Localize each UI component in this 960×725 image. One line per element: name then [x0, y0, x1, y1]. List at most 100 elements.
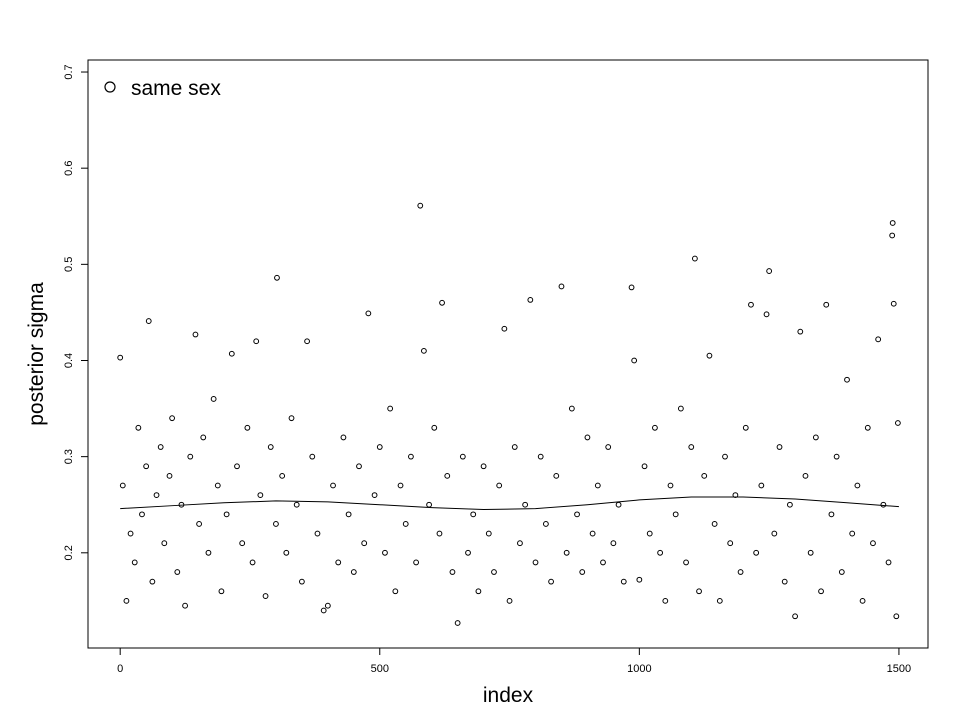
trend-line — [120, 496, 899, 511]
point — [135, 424, 142, 431]
point — [123, 597, 130, 604]
point — [273, 521, 279, 527]
point — [485, 530, 492, 537]
point — [553, 472, 560, 479]
point — [797, 328, 804, 335]
point — [641, 463, 648, 470]
point — [444, 472, 451, 479]
point — [889, 220, 896, 226]
point — [532, 559, 539, 566]
point — [470, 511, 477, 518]
point — [371, 492, 378, 499]
legend-marker — [104, 81, 116, 93]
plot-frame — [87, 59, 929, 649]
point — [279, 472, 286, 479]
point — [402, 521, 409, 527]
point — [589, 530, 596, 537]
point — [628, 284, 635, 291]
point — [465, 549, 471, 556]
point — [387, 405, 394, 412]
point — [182, 602, 188, 609]
point — [672, 511, 679, 518]
point — [397, 482, 404, 489]
y-axis-label: posterior sigma — [25, 282, 48, 426]
y-tick-label: 0.7 — [63, 64, 75, 79]
point — [210, 396, 217, 402]
point — [771, 530, 778, 537]
point — [239, 540, 246, 547]
point — [459, 453, 466, 460]
point — [758, 482, 765, 489]
point — [615, 501, 622, 508]
point — [753, 549, 760, 556]
point — [420, 347, 427, 354]
point — [174, 569, 181, 575]
point — [214, 482, 221, 489]
point — [849, 530, 856, 537]
point — [192, 331, 199, 338]
point — [893, 613, 900, 620]
y-tick-label: 0.4 — [63, 353, 75, 368]
point — [787, 501, 793, 508]
point — [781, 578, 788, 585]
point — [646, 530, 653, 537]
point — [244, 424, 251, 431]
point — [706, 352, 713, 359]
point — [737, 569, 744, 575]
point — [309, 453, 316, 460]
point — [223, 511, 230, 518]
point — [304, 338, 310, 345]
point — [149, 578, 156, 585]
point — [527, 297, 534, 303]
point — [356, 463, 362, 470]
point — [166, 472, 173, 479]
point — [361, 540, 368, 547]
point — [314, 530, 321, 537]
point — [558, 283, 565, 290]
point — [340, 434, 347, 441]
point — [584, 434, 591, 441]
point — [818, 588, 824, 595]
point — [501, 325, 508, 332]
point — [392, 588, 399, 595]
point — [854, 482, 861, 489]
x-tick-label: 1000 — [627, 663, 651, 675]
point — [274, 274, 280, 281]
point — [330, 482, 336, 489]
point — [605, 444, 612, 450]
point — [802, 472, 809, 479]
point — [833, 453, 840, 460]
point — [537, 453, 544, 460]
point — [119, 482, 126, 489]
point — [431, 424, 438, 431]
point — [234, 463, 240, 470]
point — [742, 424, 749, 431]
y-tick-label: 0.3 — [63, 449, 75, 464]
point — [288, 415, 295, 422]
point — [324, 602, 331, 609]
point — [365, 310, 372, 317]
point — [253, 338, 260, 345]
point — [511, 444, 518, 450]
point — [864, 424, 871, 431]
point — [579, 569, 586, 575]
point — [701, 472, 708, 479]
point — [298, 578, 305, 585]
point — [620, 578, 627, 585]
point — [828, 511, 835, 518]
point — [688, 444, 695, 450]
point — [522, 501, 529, 508]
point — [722, 453, 728, 460]
point — [350, 569, 357, 575]
point — [548, 578, 554, 585]
point — [480, 463, 487, 470]
point — [169, 415, 176, 422]
point — [636, 576, 643, 583]
point — [870, 540, 876, 547]
point — [449, 569, 456, 575]
point — [143, 463, 150, 470]
point — [838, 569, 845, 575]
point — [249, 559, 256, 566]
point — [885, 559, 892, 566]
